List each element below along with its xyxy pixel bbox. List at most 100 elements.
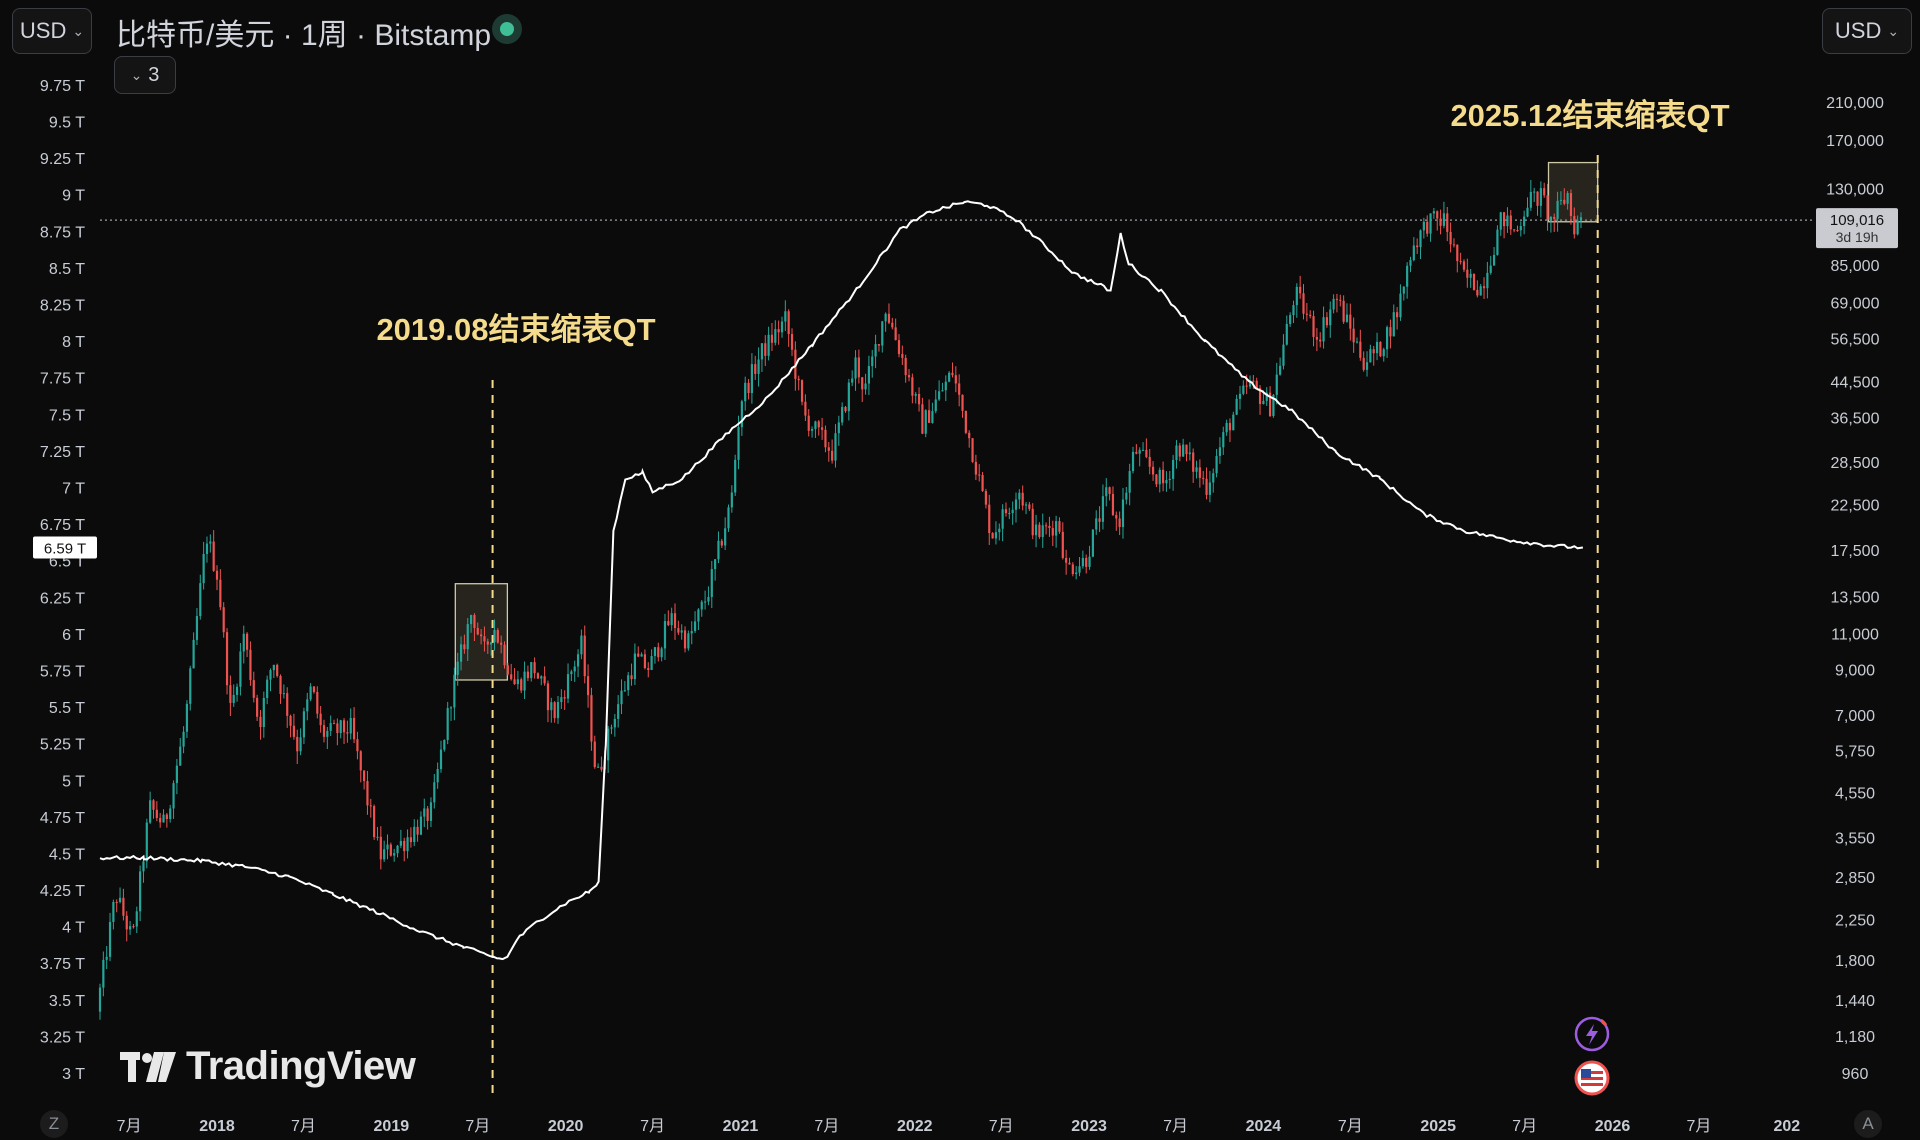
candle-body: [961, 394, 964, 411]
candle-body: [322, 725, 326, 737]
candle-body: [536, 673, 540, 679]
candlestick-series: [98, 179, 1583, 1020]
symbol-title[interactable]: 比特币/美元 · 1周 · Bitstamp: [116, 19, 492, 52]
currency-select-left[interactable]: USD ⌄: [12, 8, 92, 54]
indicators-toggle[interactable]: ⌄ 3: [114, 56, 176, 94]
currency-select-right[interactable]: USD ⌄: [1822, 8, 1912, 54]
candle-body: [1295, 286, 1298, 306]
right-axis-tick-label: 5,750: [1835, 743, 1875, 760]
x-axis-tick-label: 7月: [1163, 1118, 1188, 1135]
candle-body: [1355, 341, 1359, 343]
candle-body: [740, 401, 743, 428]
us-flag-icon[interactable]: [1574, 1060, 1610, 1096]
candle-body: [954, 375, 957, 384]
x-axis: 7月 2018 7月 2019 7月 2020 7月 2021 7月 2022 7月 2023 7月 20…: [117, 1118, 1801, 1135]
candle-body: [714, 559, 717, 570]
candle-body: [449, 707, 453, 709]
candle-body: [1416, 245, 1419, 248]
candle-body: [998, 528, 1001, 533]
candle-body: [1088, 556, 1091, 567]
candle-body: [680, 630, 683, 633]
candle-body: [1188, 452, 1191, 455]
x-axis-tick-label: 7月: [814, 1118, 839, 1135]
right-axis-tick-label: 11,000: [1831, 627, 1879, 644]
candle-body: [530, 662, 533, 679]
candle-body: [1175, 445, 1178, 460]
candle-body: [1496, 229, 1499, 255]
tradingview-logo[interactable]: TradingView: [120, 1044, 416, 1089]
candle-body: [1289, 315, 1292, 324]
left-axis-tick-label: 7.25 T: [40, 444, 85, 461]
candle-body: [974, 461, 977, 475]
candle-body: [118, 897, 122, 903]
candle-body: [202, 553, 205, 584]
candle-body: [1235, 398, 1238, 415]
candle-body: [1359, 341, 1362, 358]
candle-body: [483, 636, 486, 642]
candle-body: [1101, 496, 1105, 522]
candle-body: [1489, 265, 1492, 273]
candle-body: [948, 372, 951, 382]
candle-body: [128, 926, 132, 930]
candle-body: [299, 737, 302, 752]
candle-body: [172, 783, 175, 809]
candle-body: [169, 808, 172, 820]
candle-body: [958, 383, 961, 395]
candle-body: [1215, 455, 1218, 474]
candle-body: [1252, 380, 1255, 382]
candle-body: [312, 686, 316, 693]
candle-body: [423, 808, 426, 817]
candle-body: [1272, 394, 1275, 416]
candle-body: [453, 674, 456, 708]
candle-body: [1345, 314, 1349, 322]
candle-body: [1125, 492, 1128, 500]
candle-body: [309, 686, 312, 700]
candle-body: [349, 718, 352, 734]
candle-body: [1161, 469, 1165, 484]
candle-body: [1041, 525, 1044, 537]
candle-body: [339, 720, 342, 734]
candle-body: [827, 447, 830, 451]
candle-body: [978, 474, 981, 476]
candle-body: [256, 697, 259, 717]
candle-body: [1014, 499, 1018, 510]
candle-body: [951, 372, 954, 376]
candle-body: [1202, 477, 1205, 479]
x-axis-tick-label: 2021: [723, 1118, 759, 1135]
liquidity-line: [99, 200, 1584, 961]
right-axis-tick-label: 69,000: [1831, 296, 1880, 313]
x-axis-tick-label: 7月: [465, 1118, 490, 1135]
candle-body: [108, 921, 112, 957]
candle-body: [1021, 492, 1024, 506]
candle-body: [573, 666, 576, 672]
right-axis-tick-label: 170,000: [1826, 133, 1884, 150]
candle-body: [205, 543, 209, 554]
left-axis-tick-label: 3.5 T: [49, 993, 85, 1010]
candle-body: [1412, 245, 1415, 261]
candle-body: [1506, 215, 1509, 227]
candle-body: [921, 404, 924, 434]
candle-body: [1365, 362, 1369, 370]
candle-body: [135, 911, 138, 927]
corner-z-button[interactable]: Z: [40, 1110, 68, 1138]
candle-body: [446, 708, 449, 740]
candle-body: [406, 837, 409, 852]
corner-a-button[interactable]: A: [1854, 1110, 1882, 1138]
candle-body: [1556, 200, 1559, 219]
candle-body: [727, 507, 730, 529]
candle-body: [1232, 414, 1235, 431]
candle-body: [824, 429, 827, 448]
candle-body: [229, 685, 232, 703]
candle-body: [1579, 217, 1583, 221]
candle-body: [112, 902, 115, 922]
candle-body: [931, 411, 934, 423]
candle-body: [770, 334, 774, 343]
right-axis-tick-label: 13,500: [1831, 590, 1880, 607]
annotation-2025-qt-end: 2025.12结束缩表QT: [1450, 98, 1729, 133]
candle-body: [165, 814, 168, 820]
lightning-alert-icon[interactable]: [1574, 1016, 1610, 1052]
candle-body: [510, 674, 513, 680]
right-axis-tick-label: 1,800: [1835, 953, 1875, 970]
candle-body: [272, 664, 275, 671]
